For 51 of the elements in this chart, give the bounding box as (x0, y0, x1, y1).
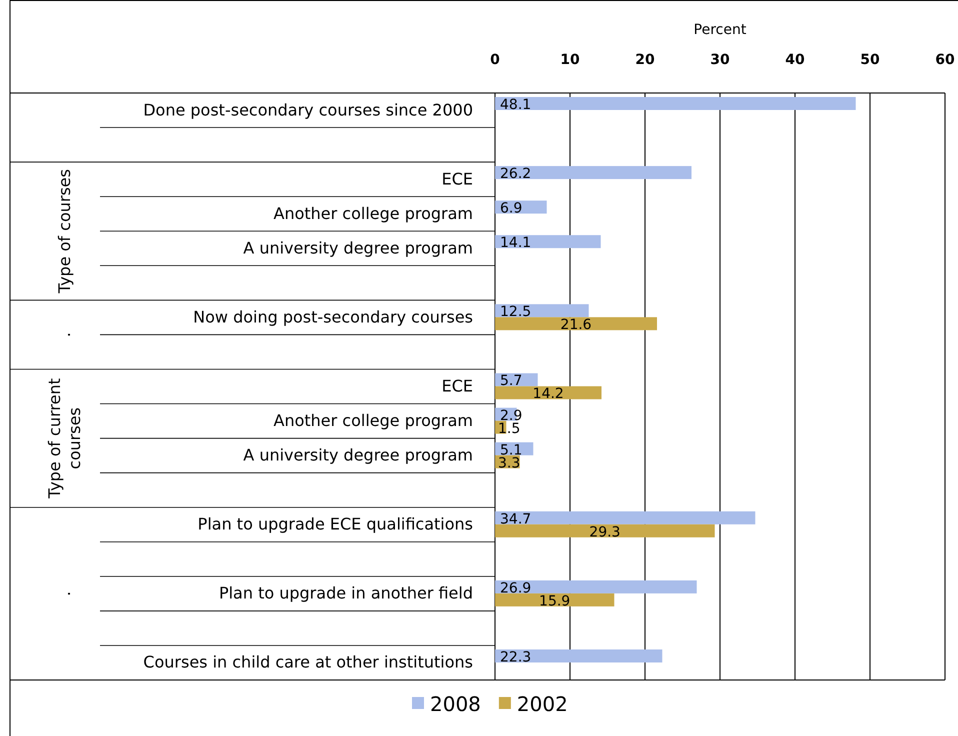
bar (495, 580, 697, 594)
text: . (55, 591, 74, 596)
y-tick-label: Now doing post-secondary courses (193, 307, 473, 326)
y-tick-label: Plan to upgrade in another field (218, 584, 473, 603)
data-label: 3.3 (498, 455, 520, 472)
data-label: 48.1 (500, 97, 532, 113)
y-tick-label: Courses in child care at other institutions (143, 652, 473, 672)
data-label: 15.9 (539, 593, 570, 610)
data-label: 26.2 (500, 166, 532, 182)
legend-label: 2002 (516, 692, 568, 716)
x-axis-title: Percent (694, 22, 747, 38)
data-label: 14.2 (532, 386, 564, 402)
x-tick-label: 10 (560, 52, 580, 68)
data-label: 29.3 (589, 524, 620, 540)
data-label: 21.6 (560, 317, 592, 334)
x-tick-label: 30 (710, 52, 730, 68)
y-tick-label: ECE (442, 376, 473, 396)
bar (495, 304, 589, 318)
y-tick-label: ECE (442, 169, 473, 188)
bar (495, 524, 715, 538)
data-label: 12.5 (500, 304, 532, 320)
bar (495, 317, 657, 330)
data-label: 34.7 (500, 511, 532, 528)
x-tick-label: 0 (490, 52, 500, 68)
data-label: 2.9 (500, 408, 522, 424)
bar (495, 593, 614, 606)
data-label: 22.3 (500, 649, 532, 666)
y-tick-label: Another college program (274, 204, 473, 223)
y-tick-label: Plan to upgrade ECE qualifications (198, 514, 473, 534)
data-label: 14.1 (500, 235, 532, 252)
y-tick-label: Done post-secondary courses since 2000 (143, 100, 473, 120)
bar (495, 166, 692, 180)
bar (495, 97, 856, 110)
text: Type of current courses (45, 378, 84, 500)
x-tick-label: 20 (635, 52, 655, 68)
legend-label: 2008 (430, 692, 481, 716)
bar (495, 235, 601, 248)
data-label: 6.9 (500, 200, 522, 217)
text: . (55, 332, 74, 338)
y-tick-label: A university degree program (243, 238, 473, 258)
y-tick-label: A university degree program (243, 446, 473, 465)
text: Type of courses (55, 169, 74, 294)
bar (495, 386, 602, 400)
data-label: 26.9 (500, 580, 532, 596)
x-tick-label: 40 (785, 52, 805, 68)
bar (495, 649, 662, 662)
y-tick-label: Another college program (274, 411, 473, 430)
x-tick-label: 60 (935, 52, 955, 68)
data-label: 5.7 (500, 373, 522, 390)
x-tick-label: 50 (860, 52, 880, 68)
bar (495, 511, 756, 524)
